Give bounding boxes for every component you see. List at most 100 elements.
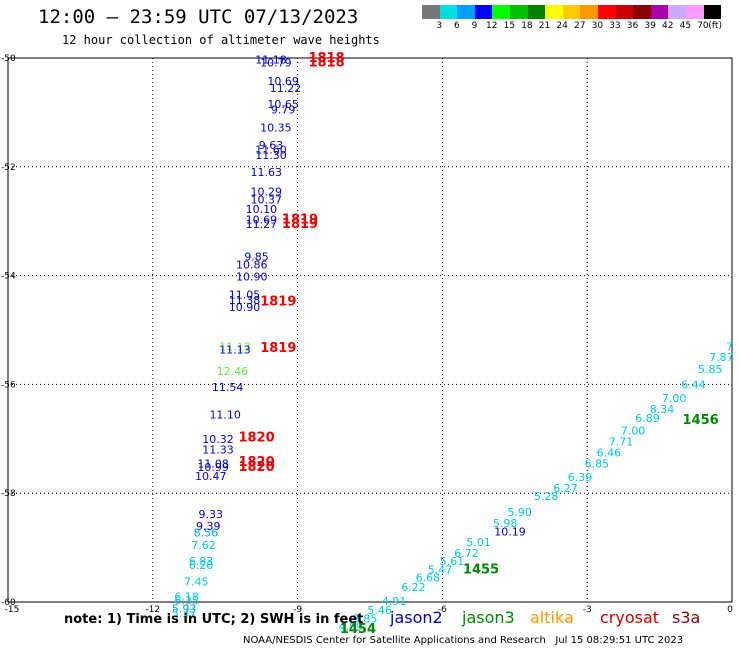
- color-swatch: [580, 5, 598, 19]
- data-label: 7.62: [191, 539, 216, 552]
- data-label: 8.56: [194, 526, 219, 539]
- data-label: 11.08: [197, 457, 229, 470]
- data-label: 5.28: [534, 490, 559, 503]
- color-scale-label: 9: [471, 21, 478, 31]
- data-label: 6.44: [681, 378, 706, 391]
- x-tick-label: -6: [438, 605, 447, 615]
- data-label: 1820: [238, 460, 274, 475]
- data-label: 9.63: [259, 139, 284, 152]
- data-label: 11.13: [219, 344, 251, 357]
- color-scale-label: 3: [436, 21, 443, 31]
- color-swatch: [650, 5, 669, 19]
- color-swatch: [457, 5, 475, 19]
- data-label: 11.05: [229, 289, 261, 302]
- x-tick-label: -9: [293, 605, 302, 615]
- legend-cryosat: cryosat: [600, 608, 660, 627]
- data-label: 1819: [282, 217, 318, 232]
- data-label: 11.33: [202, 444, 234, 457]
- data-label: 12.46: [217, 365, 249, 378]
- data-label: 10.35: [260, 122, 292, 135]
- data-label: 10.19: [494, 525, 526, 538]
- color-scale-label: 18: [521, 21, 533, 31]
- legend-altika: altika: [530, 608, 574, 627]
- data-label: 11.13: [219, 340, 251, 353]
- color-swatch: [703, 5, 722, 19]
- color-swatch: [562, 5, 581, 19]
- color-swatch: [597, 5, 616, 19]
- color-scale-label: 36: [626, 21, 639, 31]
- data-label: 8.34: [650, 403, 675, 416]
- data-label: 10.37: [250, 193, 282, 206]
- data-label: 11.60: [255, 143, 287, 156]
- data-label: 5.37: [172, 607, 197, 620]
- color-swatch: [633, 5, 651, 19]
- x-tick-label: -12: [145, 605, 160, 615]
- color-scale-label: 33: [609, 21, 621, 31]
- data-label: 6.39: [568, 471, 593, 484]
- data-label: 6.68: [416, 572, 441, 585]
- data-label: 5.01: [466, 536, 491, 549]
- color-swatch: [492, 5, 510, 19]
- y-tick-label: -54: [1, 272, 16, 282]
- plot-frame: [7, 57, 733, 603]
- data-label: 11.30: [255, 149, 287, 162]
- color-scale-label: 24: [556, 21, 568, 31]
- data-label: 5.98: [493, 517, 518, 530]
- color-scale-label: 12: [486, 21, 498, 31]
- chart-title: 12:00 – 23:59 UTC 07/13/2023: [38, 6, 359, 28]
- data-label: 10.69: [246, 214, 278, 227]
- note-text: note: 1) Time is in UTC; 2) SWH is in fe…: [64, 612, 364, 627]
- data-label: 1818: [308, 51, 344, 66]
- data-label: 11.27: [246, 218, 278, 231]
- data-label: 5.93: [172, 603, 197, 616]
- legend-jason3: jason3: [462, 608, 515, 627]
- data-label: 6.89: [635, 412, 660, 425]
- y-tick-label: -60: [1, 598, 16, 608]
- data-label: 10.99: [197, 461, 229, 474]
- data-label: 6.20: [189, 559, 214, 572]
- data-label: 1456: [683, 413, 719, 428]
- data-label: 11.38: [229, 294, 261, 307]
- data-label: 10.90: [236, 271, 268, 284]
- data-label: 1819: [260, 295, 296, 310]
- data-label: 5.85: [353, 612, 378, 625]
- data-label: 10.47: [195, 470, 227, 483]
- data-label: 11.18: [255, 54, 287, 67]
- y-tick-label: -52: [1, 163, 16, 173]
- color-swatch: [668, 5, 686, 19]
- color-swatch: [422, 5, 440, 19]
- data-label: 9.85: [244, 251, 269, 264]
- data-label: 11.54: [212, 381, 244, 394]
- data-label: 6.85: [585, 457, 610, 470]
- color-scale-label: (ft): [708, 21, 722, 31]
- data-label: 6.83: [189, 555, 214, 568]
- data-label: 7.00: [621, 425, 646, 438]
- color-scale-label: 21: [538, 21, 551, 31]
- data-label: 10.10: [246, 203, 278, 216]
- y-tick-label: -58: [1, 489, 16, 499]
- data-label: 1455: [463, 562, 499, 577]
- data-label: 4.91: [382, 595, 407, 608]
- x-tick-label: -3: [583, 605, 592, 615]
- data-label: 10.32: [202, 433, 234, 446]
- y-tick-label: -56: [1, 380, 16, 390]
- data-label: 9.33: [198, 508, 223, 521]
- x-tick-label: 0: [727, 605, 733, 615]
- color-scale-label: 30: [591, 21, 604, 31]
- data-label: 1818: [308, 55, 344, 70]
- data-label: 1820: [238, 455, 274, 470]
- data-label: 10.29: [250, 185, 282, 198]
- data-label: 10.86: [236, 259, 268, 272]
- color-scale-label: 6: [454, 21, 460, 31]
- color-scale-label: 42: [662, 21, 674, 31]
- color-scale-labels: 3 6 9 12 15 18 21 24 27 30 33 36 39 42 45 70 (ft): [422, 21, 740, 35]
- color-scale-label: 15: [503, 21, 516, 31]
- data-label: 6.18: [174, 591, 199, 604]
- color-swatch: [439, 5, 458, 19]
- data-label: 7.00: [662, 392, 687, 405]
- data-label: 11.10: [209, 408, 241, 421]
- data-label: 1454: [340, 622, 376, 637]
- data-label: 6.72: [454, 547, 479, 560]
- data-label: 6.35: [174, 594, 199, 607]
